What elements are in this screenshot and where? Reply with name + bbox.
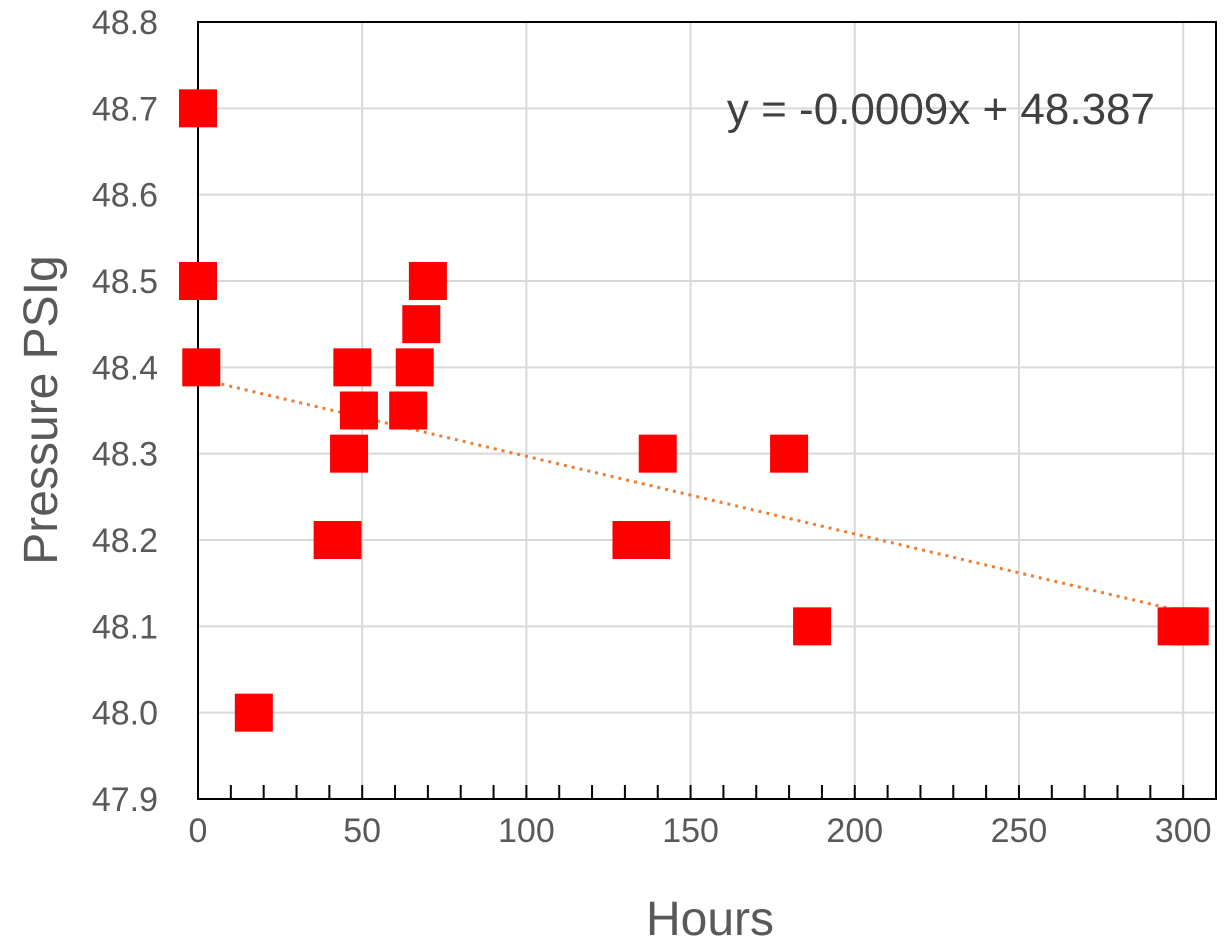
y-tick-label: 48.3: [92, 436, 158, 474]
x-axis-tick-labels: 0 50 100 150 200 250 300: [189, 812, 1212, 850]
x-tick-label: 200: [826, 812, 883, 850]
data-point: [234, 693, 273, 732]
x-axis-title: Hours: [646, 893, 774, 946]
data-point: [389, 391, 428, 430]
x-tick-label: 100: [498, 812, 555, 850]
x-tick-label: 300: [1155, 812, 1212, 850]
plot-area-border: [197, 21, 1217, 800]
data-point: [395, 348, 434, 387]
data-point: [182, 348, 221, 387]
data-point: [638, 434, 677, 473]
data-point: [408, 262, 447, 300]
data-point: [339, 391, 378, 430]
y-tick-label: 48.1: [92, 608, 158, 646]
y-tick-label: 48.5: [92, 263, 158, 301]
data-point: [793, 607, 832, 646]
data-point: [179, 262, 217, 300]
y-tick-label: 48.0: [92, 695, 158, 733]
data-point: [402, 305, 441, 344]
y-tick-label: 48.2: [92, 522, 158, 560]
data-point: [632, 521, 671, 559]
trendline-equation: y = -0.0009x + 48.387: [727, 85, 1155, 134]
vertical-gridlines: [361, 22, 1185, 799]
y-axis-title: Pressure PSIg: [15, 255, 68, 564]
data-point: [333, 348, 372, 387]
data-point: [179, 89, 217, 128]
y-tick-label: 47.9: [92, 781, 158, 819]
x-tick-label: 250: [991, 812, 1048, 850]
data-point: [1170, 607, 1209, 646]
data-point: [330, 434, 369, 473]
data-points: [179, 89, 1209, 732]
y-tick-label: 48.8: [92, 4, 158, 42]
y-tick-label: 48.7: [92, 90, 158, 128]
x-tick-label: 0: [189, 812, 208, 850]
y-tick-label: 48.6: [92, 177, 158, 215]
data-point: [770, 434, 809, 473]
y-tick-label: 48.4: [92, 349, 158, 387]
x-axis-minor-ticks: [197, 785, 1217, 799]
x-tick-label: 50: [343, 812, 381, 850]
x-tick-label: 150: [662, 812, 719, 850]
data-point: [323, 521, 362, 559]
y-axis-tick-labels: 47.9 48.0 48.1 48.2 48.3 48.4 48.5 48.6 48.7 48.8: [92, 4, 158, 819]
